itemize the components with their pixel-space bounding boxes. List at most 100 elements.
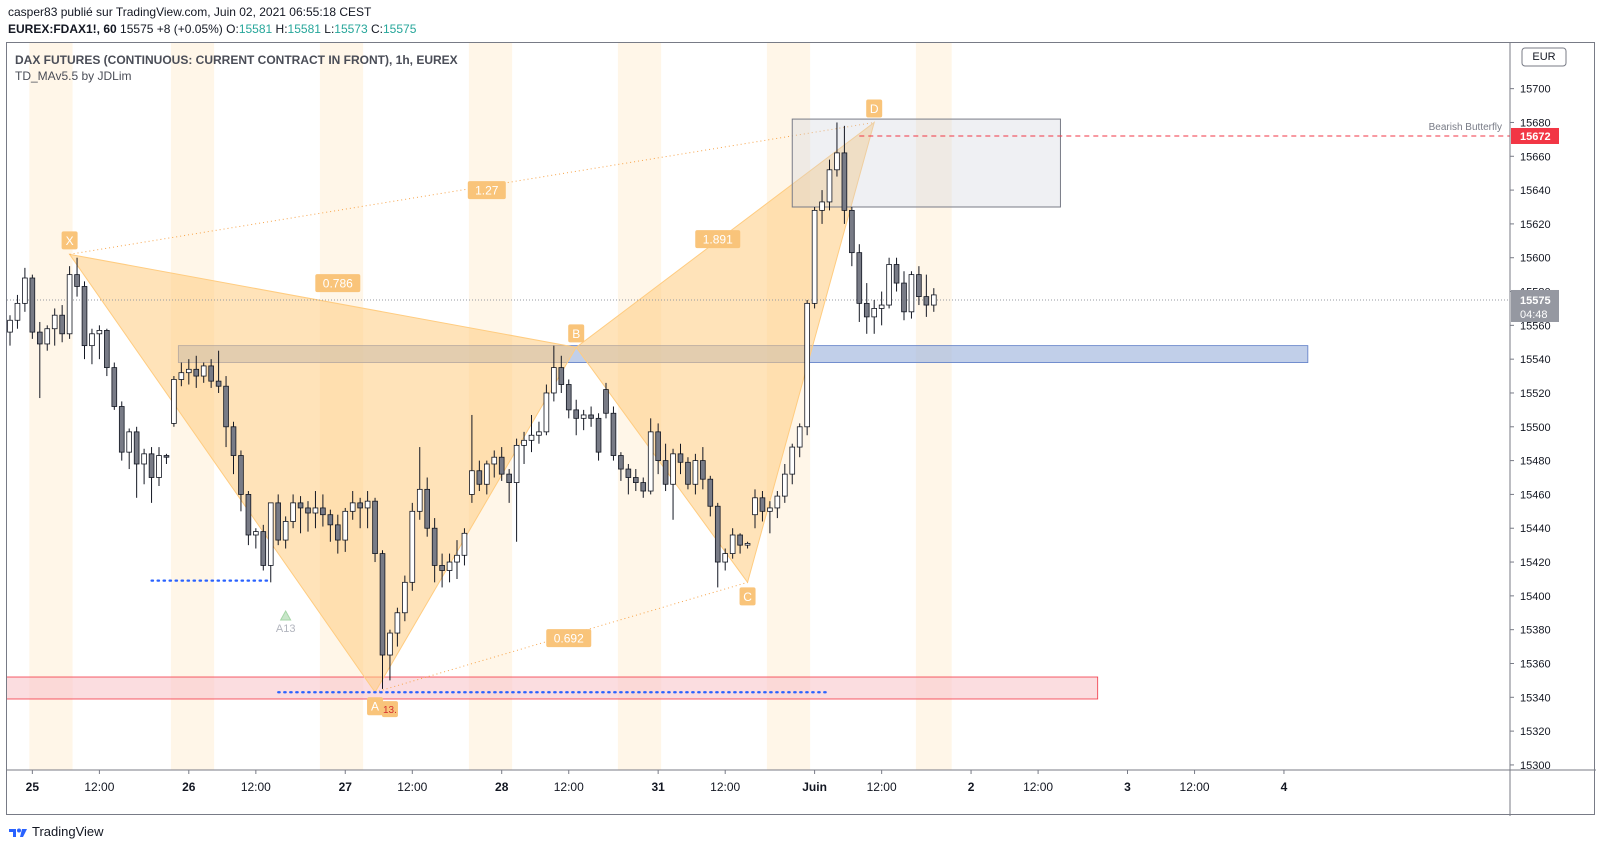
candle — [826, 159, 833, 211]
candle — [148, 447, 155, 503]
pattern-point-label: B — [572, 327, 580, 341]
candle-body — [156, 455, 162, 478]
candle-body — [856, 252, 863, 304]
candle-body — [253, 531, 259, 536]
candle — [238, 450, 244, 512]
pattern-ratio-line — [374, 581, 748, 693]
chart-frame[interactable]: Bearish Butterfly X A B C D 0.786 1.27 0.692 1.89… — [6, 42, 1596, 816]
pattern-ratio-label-bg — [695, 230, 741, 249]
candle-body — [14, 302, 21, 321]
time-tick-label: 2 — [968, 780, 975, 794]
support-zone — [7, 676, 1099, 700]
candle-body — [193, 368, 200, 377]
candle — [804, 299, 810, 436]
candle-body — [141, 453, 147, 465]
footer: TradingView — [8, 824, 104, 839]
candle — [51, 308, 58, 346]
candle-body — [104, 330, 110, 369]
price-tick-label: 15380 — [1520, 625, 1551, 637]
candle-body — [819, 201, 825, 211]
candle-body — [685, 461, 691, 485]
candle — [700, 447, 706, 490]
candle-body — [551, 367, 557, 394]
pattern-point-label: D — [870, 102, 879, 116]
candle — [849, 206, 855, 267]
time-tick-label: 31 — [651, 780, 665, 794]
pattern-point-label-bg — [739, 587, 756, 606]
indicator-label: TD_MAv5.5 by JDLim — [15, 69, 131, 83]
candle — [133, 426, 140, 498]
candle-body — [66, 274, 73, 335]
candle-body — [275, 502, 281, 541]
annotation-label: 13. — [383, 705, 397, 716]
candle — [454, 540, 460, 579]
candle-body — [863, 302, 870, 318]
candle — [245, 491, 252, 546]
candle — [379, 550, 386, 689]
candle — [297, 496, 304, 534]
pattern-point-label-bg — [568, 324, 585, 343]
candle-body — [454, 554, 460, 563]
annotation-triangle — [279, 609, 292, 621]
candle-body — [931, 294, 937, 306]
price-tick-label: 15480 — [1520, 456, 1551, 468]
candle-body — [215, 380, 222, 387]
candle-body — [118, 406, 125, 453]
price-tick-label: 15300 — [1520, 760, 1551, 772]
candle — [193, 355, 200, 388]
candle — [118, 401, 125, 461]
candle-body — [7, 319, 13, 333]
close-value: 15575 — [383, 22, 417, 36]
candle-body — [111, 367, 118, 407]
candle — [714, 502, 721, 588]
candle-body — [610, 412, 617, 456]
candle-body — [349, 502, 356, 512]
candle — [171, 376, 177, 427]
open-label: O: — [226, 22, 239, 36]
candle — [595, 413, 602, 461]
currency-label: EUR — [1532, 51, 1555, 63]
candle-body — [461, 532, 468, 556]
time-tick-label: 12:00 — [84, 780, 114, 794]
candle — [536, 421, 542, 444]
candle — [677, 443, 684, 475]
candle — [796, 423, 803, 458]
candle-body — [841, 152, 848, 211]
candle — [290, 494, 296, 529]
candle-body — [424, 488, 430, 529]
currency-box — [1521, 47, 1567, 67]
prz-box — [791, 118, 1061, 208]
candle-body — [692, 460, 699, 485]
candle-body — [752, 497, 758, 516]
candle — [662, 443, 669, 492]
candle-body — [618, 455, 624, 470]
publish-info: casper83 publié sur TradingView.com, Jui… — [8, 5, 372, 19]
candle-body — [402, 581, 408, 614]
candle — [476, 460, 483, 492]
candle-body — [394, 612, 401, 634]
candle-body — [737, 534, 743, 546]
candle-body — [580, 414, 587, 419]
candle-body — [409, 510, 416, 583]
plot-area: Bearish Butterfly X A B C D 0.786 1.27 0.692 1.89… — [7, 43, 1510, 770]
chart-svg[interactable]: Bearish Butterfly X A B C D 0.786 1.27 0.692 1.89… — [7, 43, 1596, 816]
candle — [834, 122, 840, 177]
candle — [96, 325, 103, 360]
annotation-label: A13 — [276, 623, 296, 635]
candle-body — [789, 446, 796, 475]
candle — [871, 299, 877, 334]
price-tick-label: 15520 — [1520, 388, 1551, 400]
candle — [863, 283, 870, 334]
candle — [931, 288, 937, 312]
candle-body — [379, 553, 386, 656]
candle-body — [334, 524, 341, 541]
candle-body — [223, 385, 229, 428]
candle — [528, 414, 535, 453]
candle-body — [767, 507, 773, 512]
candle-body — [774, 495, 781, 509]
candle — [774, 491, 781, 519]
target-price-tag: 15672 — [1520, 131, 1551, 143]
candle — [29, 274, 36, 339]
time-tick-label: 12:00 — [397, 780, 427, 794]
candle-body — [133, 431, 140, 465]
